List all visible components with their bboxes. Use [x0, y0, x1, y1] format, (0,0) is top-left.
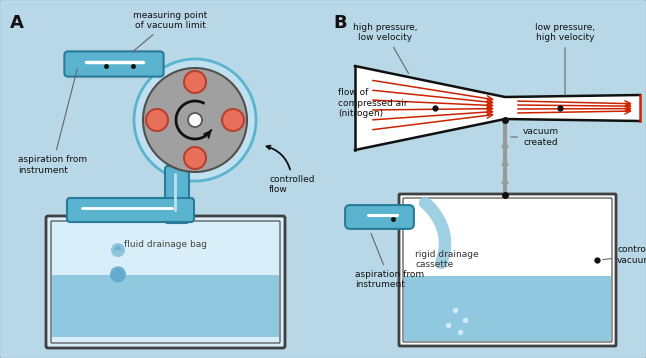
Circle shape — [143, 68, 247, 172]
Circle shape — [184, 71, 206, 93]
FancyBboxPatch shape — [399, 194, 616, 346]
Circle shape — [184, 147, 206, 169]
Circle shape — [134, 59, 256, 181]
Polygon shape — [355, 66, 640, 150]
FancyBboxPatch shape — [345, 205, 414, 229]
Text: measuring point
of vacuum limit: measuring point of vacuum limit — [132, 11, 207, 52]
Circle shape — [146, 109, 168, 131]
Polygon shape — [112, 268, 123, 274]
Text: low pressure,
high velocity: low pressure, high velocity — [535, 23, 595, 95]
Text: high pressure,
low velocity: high pressure, low velocity — [353, 23, 417, 74]
Circle shape — [110, 266, 126, 282]
Circle shape — [111, 243, 125, 257]
Circle shape — [188, 113, 202, 127]
FancyBboxPatch shape — [65, 52, 163, 77]
FancyBboxPatch shape — [46, 216, 285, 348]
Text: rigid drainage
cassette: rigid drainage cassette — [415, 250, 479, 270]
Text: flow of
compressed air
(nitrogen): flow of compressed air (nitrogen) — [338, 88, 408, 118]
FancyBboxPatch shape — [67, 198, 194, 222]
Text: controlled
flow: controlled flow — [267, 146, 315, 194]
Text: A: A — [10, 14, 24, 32]
FancyBboxPatch shape — [52, 275, 279, 337]
Text: aspiration from
instrument: aspiration from instrument — [355, 233, 424, 289]
Circle shape — [222, 109, 244, 131]
Text: aspiration from
instrument: aspiration from instrument — [18, 69, 87, 175]
Text: controlled
vacuum: controlled vacuum — [603, 245, 646, 265]
FancyBboxPatch shape — [404, 276, 611, 341]
Polygon shape — [113, 245, 123, 250]
Text: fluid drainage bag: fluid drainage bag — [124, 240, 207, 249]
Text: B: B — [333, 14, 347, 32]
FancyBboxPatch shape — [165, 166, 189, 223]
Text: vacuum
created: vacuum created — [511, 127, 559, 147]
